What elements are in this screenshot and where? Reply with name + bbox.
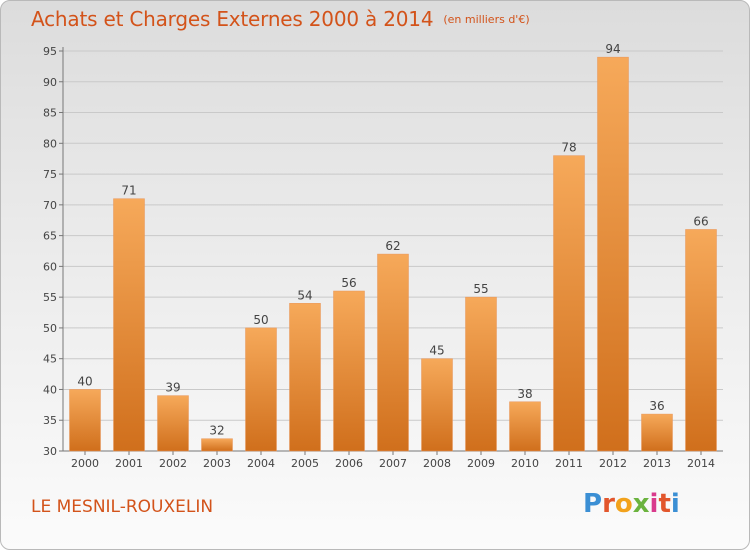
x-tick-label: 2004 xyxy=(247,457,275,470)
y-tick-label: 40 xyxy=(43,383,57,396)
y-tick-label: 65 xyxy=(43,230,57,243)
labels: 2000 40 2001 71 2002 39 2003 32 2004 50 2005 54 2006… xyxy=(71,42,715,470)
chart-title: Achats et Charges Externes 2000 à 2014 (e… xyxy=(31,7,530,31)
y-tick-label: 60 xyxy=(43,260,57,273)
bar xyxy=(553,155,585,452)
bar xyxy=(69,389,101,452)
y-tick-label: 55 xyxy=(43,291,57,304)
x-tick-label: 2007 xyxy=(379,457,407,470)
data-label: 45 xyxy=(429,344,444,358)
y-tick-label: 30 xyxy=(43,445,57,458)
logo-letter: P xyxy=(583,489,603,519)
title-text: Achats et Charges Externes 2000 à 2014 xyxy=(31,7,434,31)
x-tick-label: 2010 xyxy=(511,457,539,470)
bar xyxy=(597,56,629,452)
bar xyxy=(245,327,277,452)
x-tick-label: 2005 xyxy=(291,457,319,470)
y-tick-label: 35 xyxy=(43,414,57,427)
logo-letter: o xyxy=(614,489,633,519)
data-label: 36 xyxy=(649,399,664,413)
x-tick-label: 2006 xyxy=(335,457,363,470)
data-label: 39 xyxy=(165,381,180,395)
y-tick-label: 85 xyxy=(43,107,57,120)
logo-letter: x xyxy=(632,489,650,519)
x-tick-label: 2000 xyxy=(71,457,99,470)
logo-letter: t xyxy=(658,489,671,519)
bar xyxy=(685,229,717,452)
data-label: 94 xyxy=(605,42,620,56)
bar xyxy=(421,358,453,452)
data-label: 38 xyxy=(517,387,532,401)
commune-name: LE MESNIL-ROUXELIN xyxy=(31,497,214,517)
x-tick-label: 2009 xyxy=(467,457,495,470)
bar xyxy=(333,290,365,452)
bar xyxy=(509,401,541,452)
x-tick-label: 2012 xyxy=(599,457,627,470)
data-label: 32 xyxy=(209,424,224,438)
logo-letter: i xyxy=(670,489,680,519)
logo-letter: r xyxy=(602,489,615,519)
bar xyxy=(157,395,189,452)
x-tick-label: 2011 xyxy=(555,457,583,470)
y-tick-label: 70 xyxy=(43,199,57,212)
bar xyxy=(641,413,673,452)
y-tick-label: 50 xyxy=(43,322,57,335)
x-tick-label: 2002 xyxy=(159,457,187,470)
data-label: 78 xyxy=(561,141,576,155)
bar xyxy=(377,253,409,452)
proxiti-logo: Proxiti xyxy=(583,489,680,519)
x-tick-label: 2008 xyxy=(423,457,451,470)
x-tick-label: 2013 xyxy=(643,457,671,470)
bar xyxy=(289,303,321,452)
data-label: 40 xyxy=(77,374,92,388)
data-label: 62 xyxy=(385,239,400,253)
bar xyxy=(113,198,145,452)
bar xyxy=(201,438,233,452)
data-label: 56 xyxy=(341,276,356,290)
x-tick-label: 2014 xyxy=(687,457,715,470)
y-tick-label: 90 xyxy=(43,76,57,89)
x-tick-label: 2003 xyxy=(203,457,231,470)
unit-text: (en milliers d'€) xyxy=(443,13,530,26)
data-label: 50 xyxy=(253,313,268,327)
y-tick-label: 45 xyxy=(43,353,57,366)
bars xyxy=(69,56,717,452)
data-label: 54 xyxy=(297,288,312,302)
logo-letter: i xyxy=(649,489,659,519)
data-label: 66 xyxy=(693,214,708,228)
x-tick-label: 2001 xyxy=(115,457,143,470)
bar xyxy=(465,296,497,452)
data-label: 71 xyxy=(121,184,136,198)
data-label: 55 xyxy=(473,282,488,296)
y-tick-label: 95 xyxy=(43,45,57,58)
y-tick-label: 80 xyxy=(43,137,57,150)
y-tick-label: 75 xyxy=(43,168,57,181)
